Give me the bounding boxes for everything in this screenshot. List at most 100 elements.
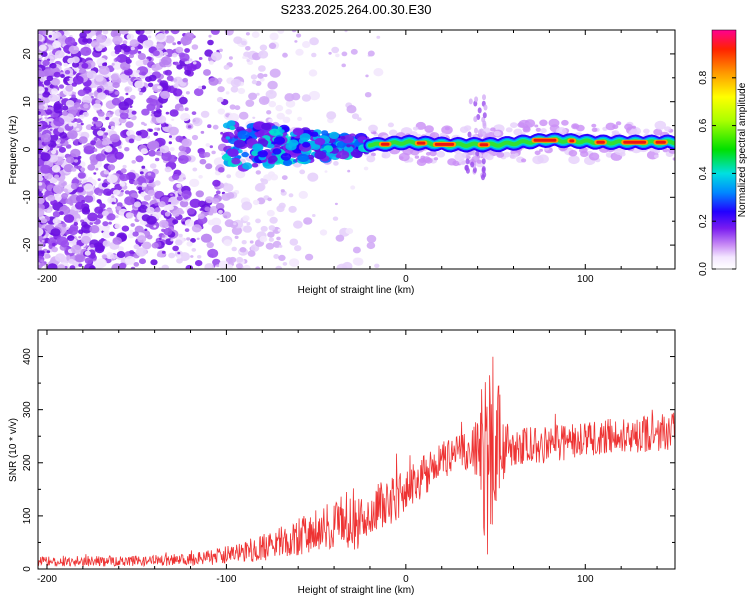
noise-blob (106, 213, 116, 221)
noise-blob (208, 34, 212, 38)
x-tick-label: -100 (216, 274, 236, 285)
noise-blob (159, 145, 170, 154)
noise-blob (72, 75, 84, 85)
noise-blob (39, 188, 43, 192)
noise-blob (70, 182, 79, 190)
x-tick-label: 0 (403, 574, 409, 585)
noise-blob (102, 240, 111, 247)
spectrogram-ylabel: Frequency (Hz) (8, 116, 19, 185)
noise-blob (67, 51, 71, 54)
halo-blob (419, 158, 426, 163)
noise-blob (86, 70, 97, 79)
noise-blob (118, 96, 125, 101)
noise-blob (144, 228, 148, 231)
noise-blob (88, 92, 94, 97)
halo-blob (576, 124, 585, 132)
noise-blob (376, 35, 381, 39)
noise-blob (245, 46, 251, 51)
noise-blob (221, 152, 226, 156)
noise-blob (285, 99, 296, 108)
ridge-core (623, 140, 647, 144)
noise-blob (147, 172, 152, 176)
noise-blob (124, 196, 135, 206)
noise-blob (111, 97, 122, 106)
band-blob (297, 153, 310, 163)
noise-blob (218, 48, 223, 52)
noise-blob (134, 225, 144, 234)
noise-blob (164, 69, 172, 76)
noise-blob (328, 51, 332, 55)
noise-blob (79, 68, 87, 74)
noise-blob (212, 258, 221, 266)
halo-blob (591, 127, 598, 132)
noise-blob (161, 264, 169, 269)
noise-blob (159, 80, 169, 88)
noise-blob (71, 94, 76, 99)
halo-blob (436, 151, 446, 158)
spike-blob (477, 129, 482, 136)
noise-blob (151, 242, 159, 249)
noise-blob (107, 164, 116, 171)
noise-blob (205, 163, 213, 170)
noise-blob (241, 40, 247, 46)
noise-blob (258, 65, 266, 72)
noise-blob (164, 166, 172, 173)
noise-blob (78, 263, 83, 267)
noise-blob (176, 195, 183, 201)
ridge-core (596, 140, 605, 144)
noise-blob (40, 259, 44, 263)
noise-blob (134, 135, 142, 142)
noise-blob (176, 207, 184, 214)
noise-blob (267, 197, 272, 202)
noise-blob (223, 64, 230, 70)
noise-blob (137, 186, 143, 191)
band-blob (329, 131, 340, 139)
noise-blob (114, 151, 124, 160)
noise-blob (66, 78, 70, 81)
noise-blob (63, 62, 69, 67)
noise-blob (147, 82, 154, 88)
x-tick-label: -200 (37, 274, 57, 285)
noise-blob (141, 121, 145, 125)
noise-blob (136, 30, 141, 34)
band-blob (310, 131, 319, 137)
noise-blob (80, 122, 84, 126)
noise-blob (215, 190, 221, 195)
spike-blob (474, 127, 478, 134)
halo-blob (654, 120, 667, 130)
noise-blob (80, 235, 91, 245)
colorbar-tick-label: 0.0 (698, 262, 709, 276)
noise-blob (95, 74, 104, 82)
halo-blob (433, 157, 439, 161)
halo-blob (366, 155, 376, 163)
noise-blob (44, 253, 51, 259)
noise-blob (246, 222, 251, 226)
band-blob (225, 136, 231, 140)
noise-blob (172, 88, 183, 97)
spike-blob (482, 122, 487, 129)
noise-blob (226, 192, 235, 199)
noise-blob (111, 195, 115, 199)
noise-blob (193, 88, 204, 97)
noise-blob (38, 104, 45, 110)
noise-blob (198, 175, 203, 179)
noise-blob (196, 237, 200, 240)
noise-blob (135, 247, 147, 257)
noise-blob (42, 69, 52, 77)
spike-blob (467, 131, 472, 138)
noise-blob (352, 246, 361, 254)
noise-blob (83, 103, 89, 109)
colorbar-label: Normalized spectral amplitude (737, 82, 748, 217)
noise-blob (147, 189, 155, 196)
band-blob (231, 157, 241, 165)
noise-blob (141, 165, 146, 169)
noise-blob (156, 252, 162, 258)
noise-blob (292, 30, 297, 33)
noise-blob (159, 219, 169, 228)
noise-blob (260, 225, 268, 232)
snr-xlabel: Height of straight line (km) (298, 585, 415, 596)
noise-blob (288, 205, 297, 213)
noise-blob (90, 125, 96, 131)
halo-blob (612, 124, 619, 129)
noise-blob (206, 241, 214, 249)
